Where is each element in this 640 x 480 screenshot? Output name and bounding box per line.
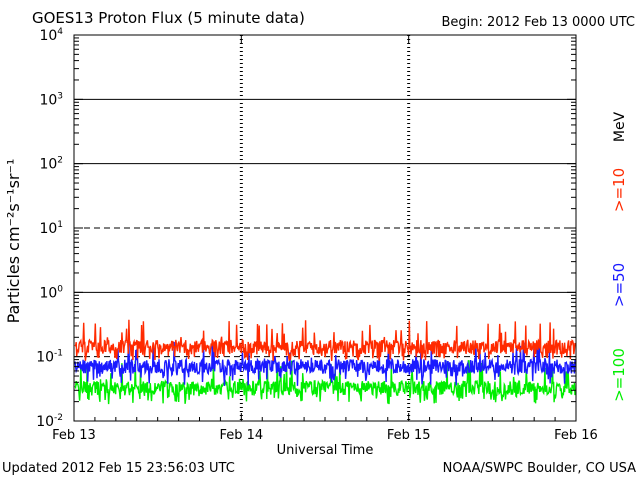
updated-timestamp: Updated 2012 Feb 15 23:56:03 UTC [2, 461, 235, 476]
x-axis-label: Universal Time [277, 443, 374, 458]
series-line-50 [74, 341, 576, 386]
x-tick-label: Feb 14 [219, 428, 263, 443]
y-tick-label: 104 [39, 27, 63, 44]
chart-legend: MeV >=10 >=50 >=100 [610, 111, 628, 401]
y-tick-label: 100 [39, 284, 63, 301]
chart-axes: 10-2 10-1 100 101 102 103 104 Feb 13 Feb 14 Feb 1… [36, 27, 598, 443]
y-tick-label: 102 [39, 156, 63, 173]
legend-entry: >=100 [610, 348, 628, 402]
series-line-100 [74, 360, 576, 405]
source-credit: NOAA/SWPC Boulder, CO USA [442, 461, 636, 476]
x-tick-label: Feb 16 [554, 428, 598, 443]
series-line-10 [74, 319, 576, 362]
y-tick-label: 101 [39, 220, 63, 237]
chart-grid [74, 35, 576, 421]
x-tick-label: Feb 15 [387, 428, 431, 443]
legend-unit-label: MeV [612, 111, 628, 142]
legend-entry: >=10 [610, 168, 628, 212]
chart-series-layer [74, 319, 576, 405]
legend-entry: >=50 [610, 263, 628, 307]
y-axis-label: Particles cm⁻²s⁻¹sr⁻¹ [4, 159, 23, 324]
begin-timestamp: Begin: 2012 Feb 13 0000 UTC [441, 15, 635, 30]
y-tick-label: 103 [39, 91, 63, 108]
chart-title: GOES13 Proton Flux (5 minute data) [32, 9, 305, 27]
x-tick-label: Feb 13 [52, 428, 96, 443]
y-tick-label: 10-2 [36, 413, 63, 430]
y-tick-label: 10-1 [36, 349, 63, 366]
